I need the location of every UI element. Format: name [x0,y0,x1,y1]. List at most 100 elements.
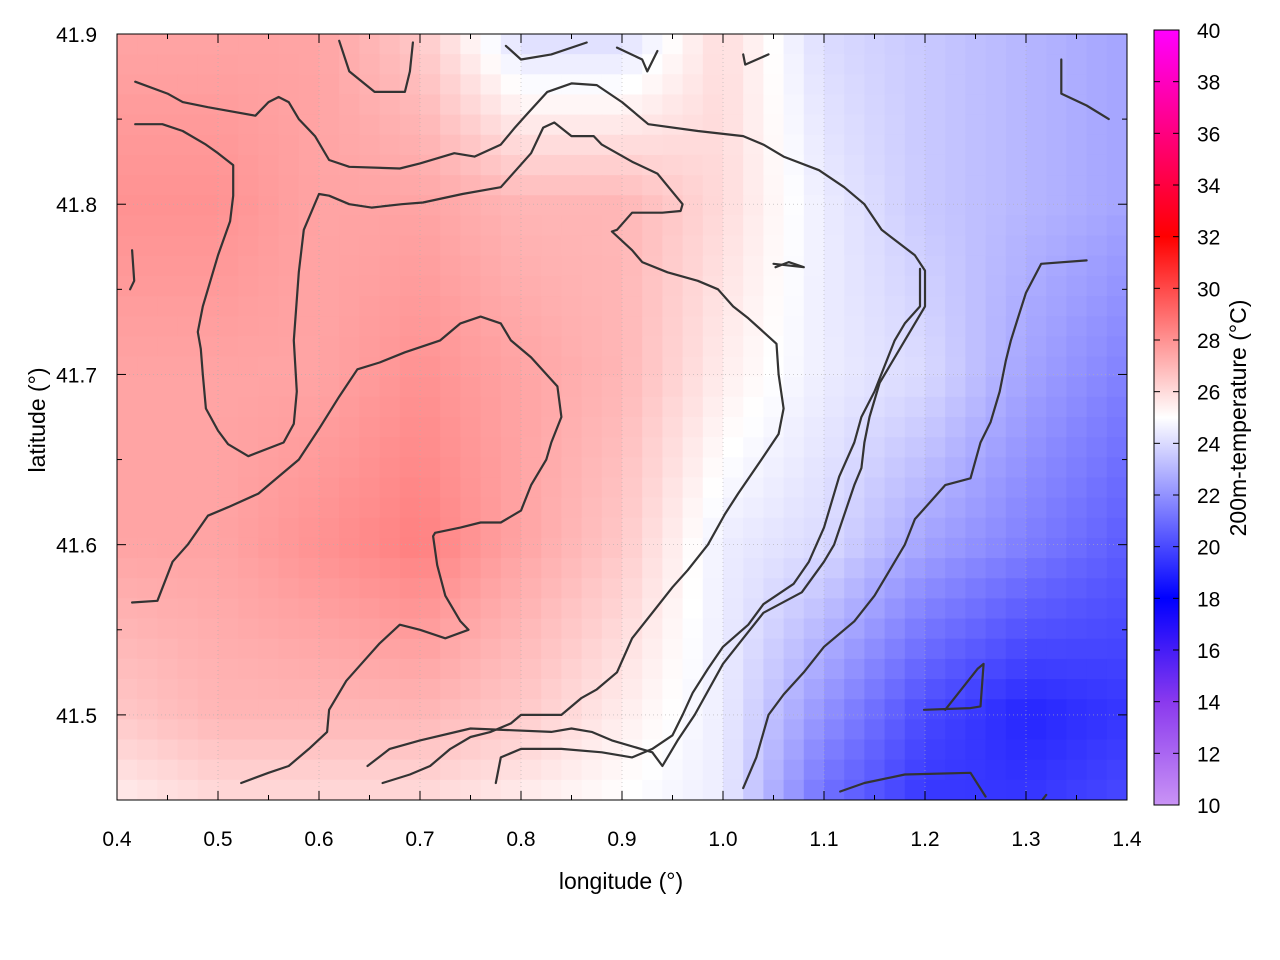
heatmap-cell [541,154,562,176]
heatmap-cell [460,658,482,680]
heatmap-cell [157,699,179,720]
heatmap-cell [420,356,441,378]
heatmap-cell [298,114,320,136]
heatmap-cell [1046,537,1067,559]
heatmap-cell [884,376,906,398]
heatmap-cell [965,558,987,579]
heatmap-cell [783,376,805,398]
heatmap-cell [541,457,562,479]
heatmap-cell [117,477,138,499]
heatmap-cell [460,255,482,277]
heatmap-cell [783,316,805,337]
heatmap-cell [157,437,179,458]
heatmap-cell [157,396,179,418]
heatmap-cell [1066,376,1088,398]
heatmap-cell [884,235,906,257]
heatmap-cell [965,759,987,781]
heatmap-cell [581,255,603,277]
heatmap-cell [197,54,219,75]
heatmap-cell [218,477,239,499]
heatmap-cell [723,618,744,640]
heatmap-cell [783,34,805,55]
heatmap-cell [1106,94,1127,116]
heatmap-cell [399,296,421,317]
heatmap-cell [137,779,158,800]
heatmap-cell [420,477,441,499]
heatmap-cell [319,417,340,438]
heatmap-cell [117,558,138,579]
heatmap-cell [339,537,360,559]
heatmap-cell [1066,396,1088,418]
heatmap-cell [1046,54,1067,75]
heatmap-cell [500,255,522,277]
heatmap-cell [460,679,482,700]
heatmap-cell [1086,618,1108,640]
heatmap-cell [702,134,724,156]
heatmap-cell [601,477,623,499]
heatmap-cell [743,34,764,55]
heatmap-cell [420,598,441,620]
heatmap-cell [420,759,441,781]
heatmap-cell [864,739,886,761]
heatmap-cell [702,719,724,741]
heatmap-cell [945,638,966,660]
heatmap-cell [824,235,845,257]
heatmap-cell [460,537,482,559]
heatmap-cell [985,296,1007,317]
heatmap-cell [622,578,643,600]
heatmap-cell [1005,537,1027,559]
heatmap-cell [662,618,684,640]
heatmap-cell [985,356,1007,378]
heatmap-cell [420,275,441,297]
heatmap-cell [561,517,583,539]
heatmap-cell [1046,437,1067,458]
heatmap-cell [278,679,300,700]
heatmap-cell [561,376,583,398]
colorbar-tick-label: 28 [1197,330,1220,353]
heatmap-cell [339,154,360,176]
heatmap-cell [824,275,845,297]
heatmap-cell [702,94,724,116]
heatmap-cell [460,699,482,720]
heatmap-cell [864,94,886,116]
heatmap-cell [844,537,865,559]
heatmap-cell [723,558,744,579]
heatmap-cell [258,235,280,257]
heatmap-cell [521,598,542,620]
heatmap-cell [258,154,280,176]
heatmap-cell [541,34,562,55]
heatmap-cell [945,195,966,217]
heatmap-cell [319,618,340,640]
heatmap-cell [1106,638,1127,660]
heatmap-cell [723,54,744,75]
heatmap-cell [682,417,704,438]
heatmap-cell [379,396,401,418]
heatmap-cell [359,336,381,358]
heatmap-cell [440,679,461,700]
heatmap-cell [521,759,542,781]
heatmap-cell [480,739,502,761]
heatmap-cell [460,457,482,479]
heatmap-cell [864,457,886,479]
heatmap-cell [379,537,401,559]
heatmap-cell [763,477,785,499]
heatmap-cell [884,114,906,136]
heatmap-cell [1005,759,1027,781]
heatmap-cell [238,376,259,398]
heatmap-cell [218,396,239,418]
heatmap-cell [723,316,744,337]
heatmap-cell [1086,94,1108,116]
heatmap-cell [824,195,845,217]
heatmap-cell [1046,154,1067,176]
heatmap-cell [662,477,684,499]
heatmap-cell [541,396,562,418]
heatmap-cell [1106,457,1127,479]
heatmap-cell [1106,195,1127,217]
y-tick-label: 41.7 [56,364,97,387]
heatmap-cell [945,376,966,398]
heatmap-cell [298,679,320,700]
heatmap-cell [157,618,179,640]
heatmap-cell [763,275,785,297]
heatmap-cell [399,255,421,277]
heatmap-cell [783,275,805,297]
